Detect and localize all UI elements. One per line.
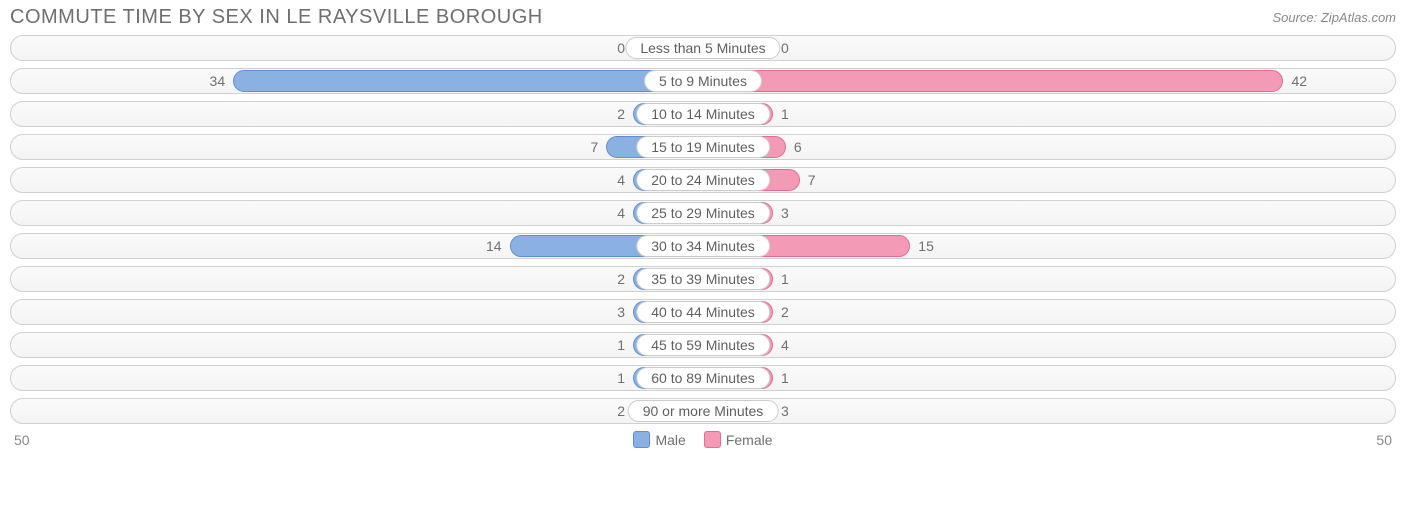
category-pill: 20 to 24 Minutes [636, 169, 770, 191]
legend: Male Female [633, 431, 772, 448]
chart-area: 00Less than 5 Minutes34425 to 9 Minutes2… [0, 31, 1406, 424]
female-value: 1 [781, 271, 789, 287]
chart-footer: 50 Male Female 50 [0, 431, 1406, 454]
category-pill: 40 to 44 Minutes [636, 301, 770, 323]
chart-row: 14 15 30 to 34 Minutes [10, 233, 1396, 259]
axis-right-max: 50 [1376, 432, 1392, 448]
female-value: 0 [781, 40, 789, 56]
male-value: 1 [617, 337, 625, 353]
legend-female-label: Female [726, 432, 773, 448]
category-pill: 25 to 29 Minutes [636, 202, 770, 224]
chart-row: 2 390 or more Minutes [10, 398, 1396, 424]
male-value: 7 [590, 139, 598, 155]
male-value: 2 [617, 403, 625, 419]
female-value: 7 [808, 172, 816, 188]
category-pill: 35 to 39 Minutes [636, 268, 770, 290]
female-bar [703, 70, 1283, 92]
chart-row: 34 42 5 to 9 Minutes [10, 68, 1396, 94]
male-value: 0 [617, 40, 625, 56]
chart-row: 3 2 40 to 44 Minutes [10, 299, 1396, 325]
male-value: 34 [210, 73, 226, 89]
male-value: 4 [617, 205, 625, 221]
male-value: 2 [617, 106, 625, 122]
chart-row: 0 0Less than 5 Minutes [10, 35, 1396, 61]
legend-item-female: Female [704, 431, 773, 448]
male-value: 14 [486, 238, 502, 254]
category-pill: 90 or more Minutes [628, 400, 779, 422]
female-swatch-icon [704, 431, 721, 448]
chart-row: 4 3 25 to 29 Minutes [10, 200, 1396, 226]
category-pill: 45 to 59 Minutes [636, 334, 770, 356]
category-pill: 10 to 14 Minutes [636, 103, 770, 125]
chart-row: 1 1 60 to 89 Minutes [10, 365, 1396, 391]
chart-row: 2 1 10 to 14 Minutes [10, 101, 1396, 127]
chart-row: 4 7 20 to 24 Minutes [10, 167, 1396, 193]
chart-header: COMMUTE TIME BY SEX IN LE RAYSVILLE BORO… [0, 0, 1406, 31]
legend-male-label: Male [655, 432, 685, 448]
female-value: 4 [781, 337, 789, 353]
female-value: 3 [781, 205, 789, 221]
male-swatch-icon [633, 431, 650, 448]
chart-row: 1 4 45 to 59 Minutes [10, 332, 1396, 358]
chart-row: 2 1 35 to 39 Minutes [10, 266, 1396, 292]
category-pill: 5 to 9 Minutes [644, 70, 762, 92]
female-value: 2 [781, 304, 789, 320]
female-value: 15 [918, 238, 934, 254]
male-bar [233, 70, 703, 92]
female-value: 6 [794, 139, 802, 155]
legend-item-male: Male [633, 431, 685, 448]
male-value: 2 [617, 271, 625, 287]
male-value: 3 [617, 304, 625, 320]
category-pill: 15 to 19 Minutes [636, 136, 770, 158]
female-value: 1 [781, 106, 789, 122]
female-value: 1 [781, 370, 789, 386]
female-value: 42 [1291, 73, 1307, 89]
chart-source: Source: ZipAtlas.com [1272, 6, 1396, 25]
category-pill: Less than 5 Minutes [625, 37, 780, 59]
category-pill: 60 to 89 Minutes [636, 367, 770, 389]
chart-row: 7 6 15 to 19 Minutes [10, 134, 1396, 160]
category-pill: 30 to 34 Minutes [636, 235, 770, 257]
chart-title: COMMUTE TIME BY SEX IN LE RAYSVILLE BORO… [10, 6, 543, 29]
male-value: 1 [617, 370, 625, 386]
female-value: 3 [781, 403, 789, 419]
male-value: 4 [617, 172, 625, 188]
axis-left-max: 50 [14, 432, 30, 448]
